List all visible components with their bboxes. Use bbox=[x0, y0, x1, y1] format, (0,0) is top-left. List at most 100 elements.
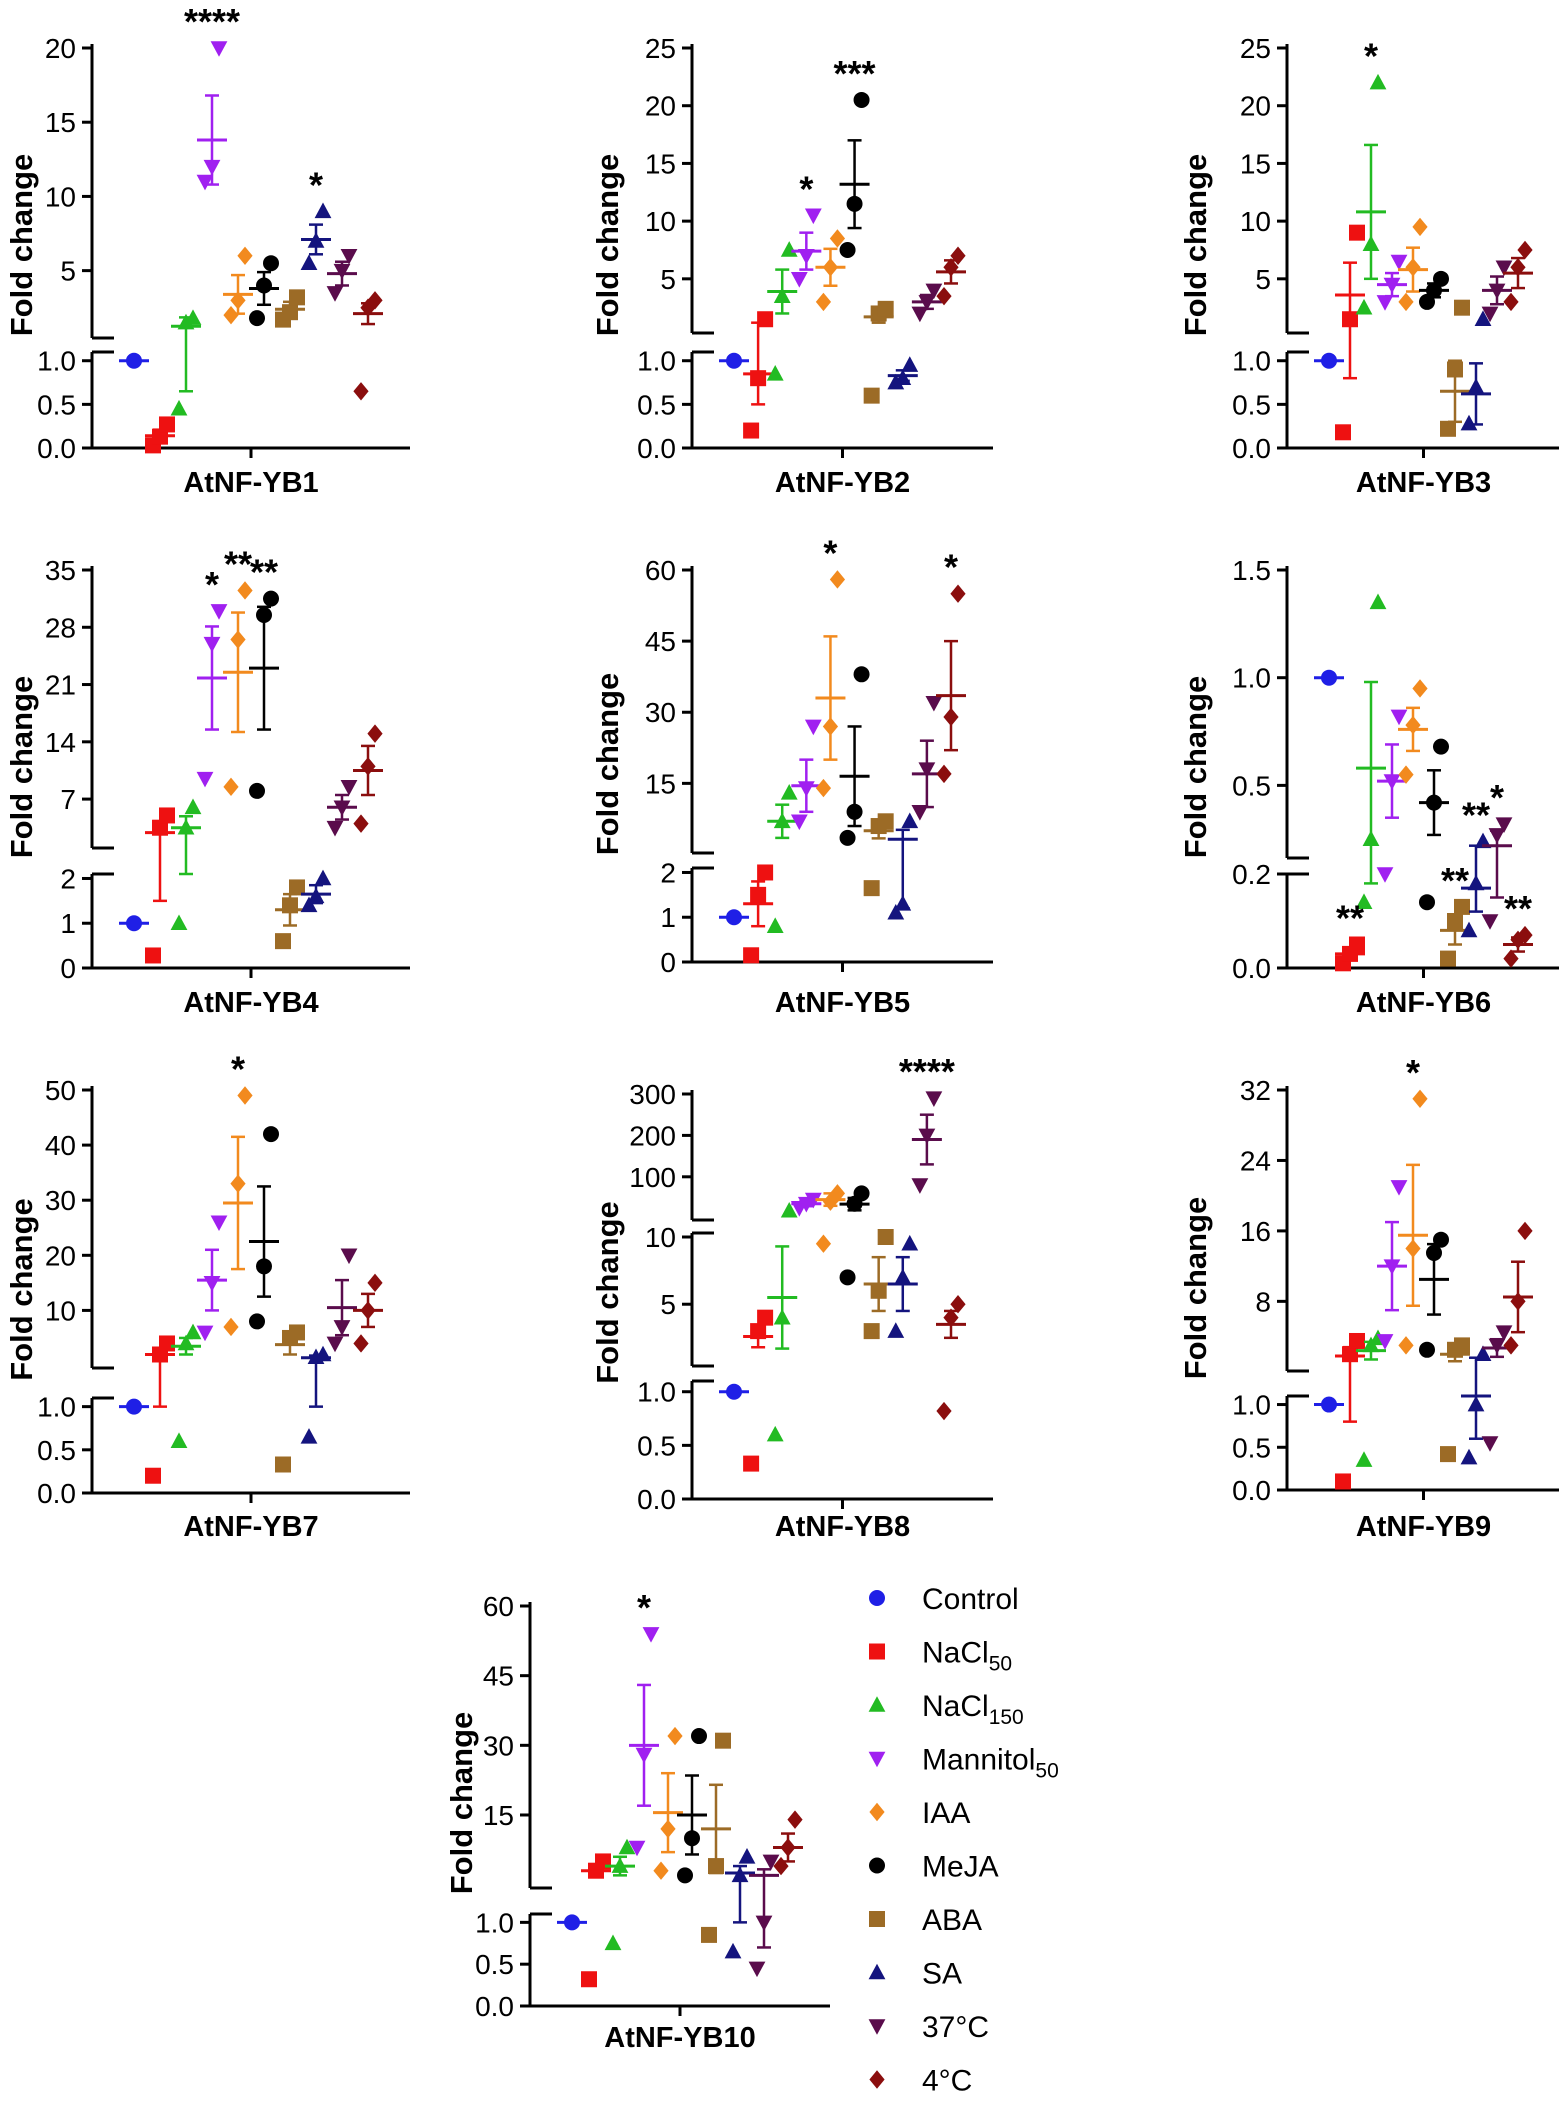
data-point bbox=[1510, 1292, 1526, 1311]
data-point bbox=[249, 310, 265, 327]
data-point bbox=[184, 309, 202, 325]
legend-label: Control bbox=[922, 1583, 1019, 1616]
legend-item: NaCl50 bbox=[869, 1637, 1012, 1676]
data-point bbox=[950, 246, 966, 265]
data-point bbox=[715, 1732, 731, 1749]
data-point bbox=[628, 1840, 646, 1857]
series-mannitol50 bbox=[1376, 1180, 1408, 1350]
series-4c bbox=[353, 1273, 383, 1353]
data-point bbox=[196, 1325, 214, 1342]
data-point bbox=[249, 782, 265, 799]
data-point bbox=[367, 724, 383, 743]
series-meja bbox=[839, 666, 870, 846]
y-tick-label: 0.0 bbox=[37, 1478, 76, 1509]
series-aba bbox=[701, 1732, 731, 1943]
legend-label: IAA bbox=[922, 1797, 970, 1830]
legend-marker bbox=[869, 1857, 885, 1874]
data-point bbox=[877, 813, 894, 830]
series-control bbox=[719, 352, 749, 369]
series-nacl50 bbox=[1335, 1332, 1365, 1490]
data-point bbox=[159, 1335, 175, 1352]
series-aba bbox=[275, 879, 305, 950]
series-nacl150 bbox=[766, 241, 798, 381]
y-tick-label: 32 bbox=[1240, 1075, 1271, 1106]
data-point bbox=[894, 1268, 912, 1285]
series-aba bbox=[1440, 1337, 1470, 1463]
data-point bbox=[853, 1185, 870, 1202]
y-tick-label: 30 bbox=[645, 697, 676, 728]
legend-item: 37°C bbox=[868, 2011, 989, 2044]
data-point bbox=[743, 1455, 760, 1472]
y-tick-label: 2 bbox=[660, 857, 676, 888]
series-meja bbox=[1419, 270, 1449, 310]
data-point bbox=[126, 352, 142, 369]
panel-atnf-yb8: 100 200 300 5 10 0.0 0.5 1.0 Fold change AtNF-YB8… bbox=[590, 1051, 993, 1543]
series-meja bbox=[839, 91, 870, 258]
data-point bbox=[314, 1345, 332, 1362]
panel-title: AtNF-YB3 bbox=[1356, 467, 1491, 499]
data-point bbox=[333, 1320, 351, 1336]
legend-label: NaCl150 bbox=[922, 1690, 1024, 1729]
data-point bbox=[1390, 709, 1408, 726]
data-point bbox=[611, 1857, 629, 1873]
data-point bbox=[307, 887, 325, 904]
series-iaa bbox=[1398, 1089, 1428, 1355]
series-mannitol50 bbox=[196, 41, 228, 191]
y-axis-label: Fold change bbox=[1178, 676, 1213, 859]
data-point bbox=[780, 784, 798, 800]
series-sa bbox=[300, 869, 332, 913]
data-point bbox=[210, 1215, 228, 1232]
y-tick-label: 1 bbox=[60, 908, 76, 939]
data-point bbox=[1474, 310, 1492, 327]
y-tick-label: 35 bbox=[45, 555, 76, 586]
series-4c bbox=[1503, 1221, 1533, 1355]
y-axis-label: Fold change bbox=[590, 154, 625, 337]
y-tick-label: 5 bbox=[660, 1289, 676, 1320]
data-point bbox=[1495, 260, 1513, 277]
significance-label: * bbox=[205, 564, 219, 605]
y-tick-label: 1.0 bbox=[637, 346, 676, 377]
data-point bbox=[750, 886, 767, 903]
series-iaa bbox=[1398, 679, 1428, 784]
y-tick-label: 5 bbox=[1255, 264, 1271, 295]
data-point bbox=[846, 803, 863, 820]
data-point bbox=[360, 757, 376, 776]
data-point bbox=[326, 820, 344, 837]
series-meja bbox=[1419, 738, 1449, 911]
data-point bbox=[894, 369, 912, 385]
data-point bbox=[340, 1248, 358, 1265]
data-point bbox=[911, 805, 929, 821]
significance-label: * bbox=[1490, 777, 1504, 818]
data-point bbox=[1481, 1436, 1499, 1452]
series-37c bbox=[1481, 260, 1513, 323]
data-point bbox=[275, 933, 291, 950]
y-tick-label: 1.0 bbox=[1232, 346, 1271, 377]
series-nacl150 bbox=[766, 1201, 798, 1442]
data-point bbox=[815, 1234, 832, 1253]
y-tick-label: 7 bbox=[60, 784, 76, 815]
significance-label: ** bbox=[1504, 888, 1532, 929]
series-4c bbox=[1503, 925, 1533, 968]
series-iaa bbox=[223, 246, 253, 325]
series-aba bbox=[863, 813, 894, 897]
significance-label: ** bbox=[250, 552, 278, 593]
significance-label: **** bbox=[899, 1051, 955, 1092]
data-point bbox=[911, 306, 929, 323]
data-point bbox=[750, 370, 767, 387]
data-point bbox=[1481, 914, 1499, 930]
series-nacl50 bbox=[1335, 224, 1365, 441]
data-point bbox=[1355, 298, 1373, 315]
data-point bbox=[1517, 925, 1533, 945]
panel-title: AtNF-YB8 bbox=[775, 1511, 910, 1543]
data-point bbox=[210, 41, 228, 57]
legend-item: MeJA bbox=[869, 1851, 999, 1884]
data-point bbox=[314, 202, 332, 219]
data-point bbox=[804, 1192, 822, 1209]
data-point bbox=[1349, 224, 1365, 241]
data-point bbox=[1426, 1244, 1442, 1261]
data-point bbox=[1369, 593, 1387, 610]
data-point bbox=[773, 812, 791, 829]
data-point bbox=[282, 897, 298, 914]
data-point bbox=[300, 896, 318, 913]
series-nacl50 bbox=[743, 864, 774, 964]
